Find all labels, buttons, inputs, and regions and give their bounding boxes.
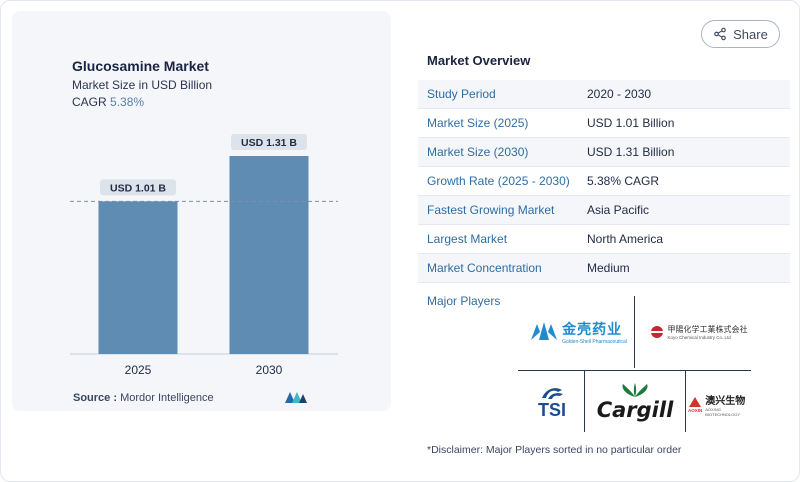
major-players-title: Major Players xyxy=(427,294,501,308)
mordor-logo-icon xyxy=(285,392,307,403)
source-label: Source : xyxy=(73,392,118,404)
aoxing-mark-icon xyxy=(689,396,702,407)
overview-value: North America xyxy=(587,232,664,246)
chart-subtitle: Market Size in USD Billion xyxy=(72,78,213,92)
cargill-logo: Cargill xyxy=(588,376,682,428)
overview-key: Market Size (2025) xyxy=(427,116,529,130)
overview-value: Medium xyxy=(587,261,630,275)
share-label: Share xyxy=(733,26,768,42)
bar-2025 xyxy=(98,201,178,354)
aoxing-logo: AOXIN 澳兴生物 AOXING BIOTECHNOLOGY xyxy=(688,384,754,424)
chart-title: Glucosamine Market xyxy=(72,58,209,74)
overview-row: Largest Market North America xyxy=(418,225,790,254)
logo-divider xyxy=(584,370,585,432)
aoxing-mark-text: AOXIN xyxy=(688,407,703,413)
overview-row: Market Size (2025) USD 1.01 Billion xyxy=(418,109,790,138)
aoxing-text: 澳兴生物 xyxy=(705,395,746,407)
data-label-background xyxy=(231,134,307,150)
source-value: Mordor Intelligence xyxy=(120,392,214,404)
overview-value: 2020 - 2030 xyxy=(587,87,652,101)
logo-divider xyxy=(634,296,635,368)
overview-row: Market Concentration Medium xyxy=(418,254,790,283)
data-label-background xyxy=(100,179,176,196)
chart-cagr: CAGR 5.38% xyxy=(72,95,144,109)
overview-row: Market Size (2030) USD 1.31 Billion xyxy=(418,138,790,167)
overview-key: Study Period xyxy=(427,87,496,101)
golden-shell-text: 金壳药业 xyxy=(562,322,623,338)
cagr-value: 5.38% xyxy=(110,95,145,109)
data-label-2025: USD 1.01 B xyxy=(110,182,166,194)
overview-key: Market Size (2030) xyxy=(427,145,529,159)
tsi-mark-icon xyxy=(542,388,563,399)
overview-title: Market Overview xyxy=(427,53,531,68)
koyo-subtext: Koyo Chemical Industry Co.,Ltd xyxy=(667,335,731,340)
overview-value: USD 1.31 Billion xyxy=(587,145,675,159)
koyo-mark-icon xyxy=(650,326,663,338)
logo-divider xyxy=(518,370,751,371)
overview-value: Asia Pacific xyxy=(587,203,650,217)
bar-2030 xyxy=(229,156,309,354)
chart-card xyxy=(12,11,391,411)
cargill-text: Cargill xyxy=(596,398,674,422)
share-icon xyxy=(714,27,726,41)
data-label-2030: USD 1.31 B xyxy=(241,137,297,149)
cagr-label: CAGR xyxy=(72,95,107,109)
overview-key: Market Concentration xyxy=(427,261,542,275)
x-tick-label-2025: 2025 xyxy=(125,363,152,377)
koyo-chemical-logo: 甲陽化学工業株式会社 Koyo Chemical Industry Co.,Lt… xyxy=(642,316,754,348)
aoxing-subtext: AOXING BIOTECHNOLOGY xyxy=(705,406,741,417)
overview-key: Fastest Growing Market xyxy=(427,203,555,217)
overview-value: 5.38% CAGR xyxy=(587,174,660,188)
overview-row: Study Period 2020 - 2030 xyxy=(418,80,790,109)
golden-shell-logo: 金壳药业 Golden-Shell Pharmaceutical xyxy=(525,316,631,348)
disclaimer: *Disclaimer: Major Players sorted in no … xyxy=(427,444,682,456)
cargill-leaf-icon xyxy=(622,383,648,397)
source-line: Source : Mordor Intelligence xyxy=(73,392,214,404)
golden-shell-subtext: Golden-Shell Pharmaceutical xyxy=(562,339,627,345)
golden-shell-mark-icon xyxy=(531,322,558,340)
overview-table: Study Period 2020 - 2030 Market Size (20… xyxy=(418,80,790,283)
overview-value: USD 1.01 Billion xyxy=(587,116,675,130)
overview-key: Largest Market xyxy=(427,232,508,246)
logo-divider xyxy=(685,370,686,432)
overview-row: Growth Rate (2025 - 2030) 5.38% CAGR xyxy=(418,167,790,196)
share-button[interactable]: Share xyxy=(701,20,780,48)
overview-key: Growth Rate (2025 - 2030) xyxy=(427,174,570,188)
tsi-logo: TSI xyxy=(524,380,580,426)
overview-row: Fastest Growing Market Asia Pacific xyxy=(418,196,790,225)
x-tick-label-2030: 2030 xyxy=(256,363,283,377)
koyo-text: 甲陽化学工業株式会社 xyxy=(667,325,748,334)
bar-chart: USD 1.01 B 2025 USD 1.31 B 2030 xyxy=(70,134,338,377)
tsi-text: TSI xyxy=(537,400,566,420)
